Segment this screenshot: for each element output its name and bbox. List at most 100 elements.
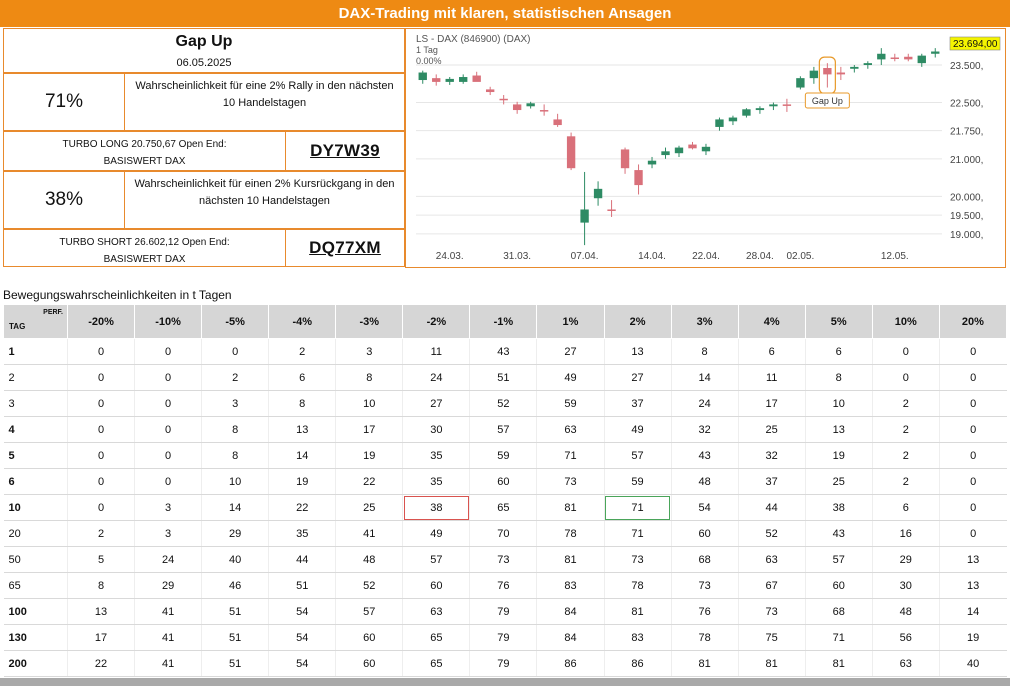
table-cell: 81	[737, 650, 806, 677]
table-cell: 43	[469, 338, 537, 365]
candle	[472, 71, 481, 82]
turbo-long-code-link[interactable]: DY7W39	[310, 141, 380, 160]
table-cell: 0	[66, 468, 135, 495]
table-cell: 41	[134, 624, 202, 651]
candle	[539, 104, 549, 116]
signal-date: 06.05.2025	[176, 57, 232, 69]
table-cell: 51	[201, 598, 269, 625]
table-cell: 37	[737, 468, 806, 495]
table-cell: 6	[737, 338, 806, 365]
turbo-short-code-link[interactable]: DQ77XM	[309, 238, 381, 257]
candle-body	[890, 57, 899, 60]
table-cell: 6	[804, 338, 873, 365]
row-days-label: 65	[3, 572, 68, 599]
candle-body	[472, 75, 481, 82]
table-cell: 43	[670, 442, 739, 469]
chart-candles	[418, 48, 940, 246]
table-cell: 0	[938, 338, 1007, 365]
candle-body	[539, 110, 549, 112]
candle-body	[904, 56, 913, 60]
candle	[715, 117, 724, 131]
column-header: 20%	[938, 304, 1008, 339]
probability-table: TAG PERF. -20% -10% -5% -4% -3% -2% -1% 1% 2% 3% 4…	[3, 304, 1008, 677]
candle	[459, 74, 468, 84]
candle	[607, 200, 616, 217]
table-cell: 24	[402, 364, 470, 391]
candle	[769, 102, 778, 111]
table-cell: 65	[402, 624, 470, 651]
table-cell: 71	[804, 624, 873, 651]
candle-body	[688, 144, 697, 149]
table-cell: 49	[536, 364, 604, 391]
table-cell: 35	[268, 520, 336, 547]
column-header: 3%	[670, 304, 739, 339]
table-cell: 17	[66, 624, 135, 651]
column-header: 2%	[603, 304, 672, 339]
table-cell: 0	[134, 390, 202, 417]
row-days-label: 50	[3, 546, 68, 573]
candle-body	[526, 103, 535, 107]
table-cell: 51	[201, 624, 269, 651]
table-cell: 2	[871, 390, 940, 417]
row-days-label: 1	[3, 338, 68, 365]
long-desc-line1: Wahrscheinlichkeit für eine 2% Rally in …	[135, 80, 394, 92]
x-tick-label: 02.05.	[786, 251, 814, 262]
page-banner: DAX-Trading mit klaren, statistischen An…	[0, 0, 1010, 27]
candle-body	[553, 119, 562, 126]
candle-body	[863, 63, 873, 66]
table-cell: 57	[603, 442, 672, 469]
candle-body	[823, 68, 832, 75]
candle-body	[742, 109, 751, 116]
table-cell: 27	[402, 390, 470, 417]
candle-body	[593, 188, 603, 199]
candle-body	[836, 72, 846, 75]
table-cell: 63	[402, 598, 470, 625]
candle	[796, 76, 805, 90]
candle	[904, 53, 913, 62]
candle-body	[809, 70, 819, 79]
table-cell: 65	[402, 650, 470, 677]
table-cell: 51	[268, 572, 336, 599]
table-cell: 8	[201, 442, 269, 469]
table-cell: 49	[603, 416, 672, 443]
table-cell: 81	[536, 494, 604, 521]
gap-up-label-box	[804, 92, 850, 109]
dax-chart: 19.000, 19.500, 20.000, 21.000, 21.750, 22.50…	[405, 28, 1006, 268]
table-cell: 13	[603, 338, 672, 365]
candle-body	[647, 160, 657, 165]
table-cell: 63	[871, 650, 940, 677]
candle	[647, 156, 657, 169]
candle	[418, 70, 427, 84]
candle-body	[701, 146, 711, 152]
table-cell: 65	[469, 494, 537, 521]
short-probability-value: 38%	[4, 172, 125, 228]
table-cell: 46	[201, 572, 269, 599]
candle	[890, 53, 899, 62]
table-cell: 59	[469, 442, 537, 469]
candle	[620, 147, 630, 174]
candle	[782, 98, 792, 112]
chart-y-axis: 19.000, 19.500, 20.000, 21.000, 21.750, 22.50…	[950, 61, 983, 241]
table-cell: 29	[134, 572, 202, 599]
table-cell: 73	[737, 598, 806, 625]
long-probability-description: Wahrscheinlichkeit für eine 2% Rally in …	[125, 74, 404, 130]
table-cell: 3	[201, 390, 269, 417]
row-days-label: 10	[3, 494, 68, 521]
candle-body	[917, 55, 926, 64]
column-header: -2%	[402, 304, 471, 339]
table-cell: 68	[804, 598, 873, 625]
table-row: 5 0 0 8 14 19 35 59 71 57 43 32 19 2 0	[3, 442, 1007, 469]
table-cell: 25	[804, 468, 873, 495]
table-cell: 0	[871, 364, 940, 391]
table-cell: 17	[737, 390, 806, 417]
table-cell: 37	[603, 390, 672, 417]
table-cell: 54	[268, 624, 336, 651]
candle	[553, 113, 562, 127]
table-cell: 0	[938, 520, 1007, 547]
table-cell: 52	[737, 520, 806, 547]
table-cell: 13	[804, 416, 873, 443]
chart-period: 1 Tag	[416, 45, 438, 55]
candle-body	[620, 149, 630, 169]
candle	[931, 48, 940, 58]
long-desc-line2: 10 Handelstagen	[222, 97, 307, 109]
